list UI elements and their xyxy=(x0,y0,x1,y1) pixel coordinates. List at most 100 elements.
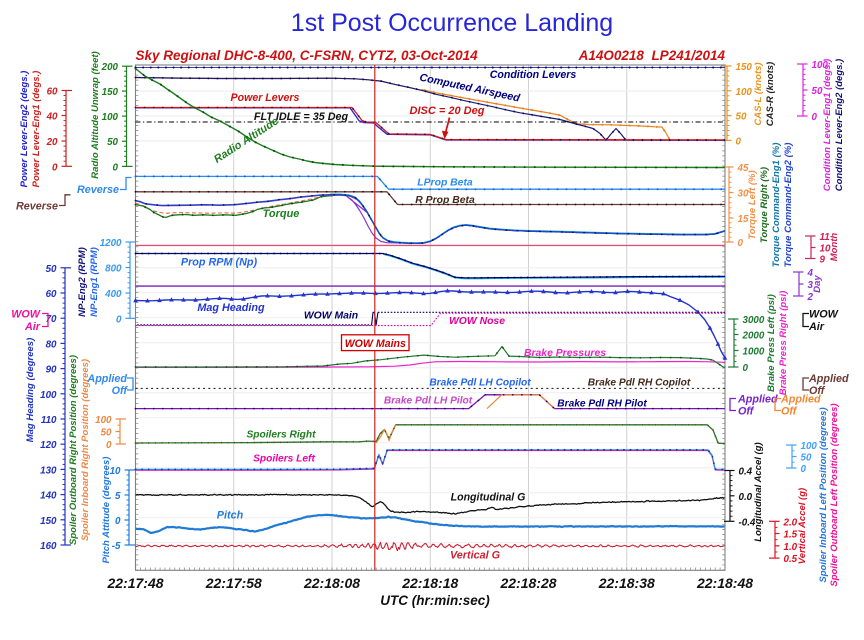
svg-text:130: 130 xyxy=(40,465,57,476)
svg-text:60: 60 xyxy=(47,87,58,98)
svg-text:WOW Nose: WOW Nose xyxy=(449,316,505,327)
svg-text:400: 400 xyxy=(104,289,122,300)
svg-text:50: 50 xyxy=(46,264,57,275)
svg-text:Air: Air xyxy=(24,321,41,333)
svg-text:Spoiler Outboard Left Position: Spoiler Outboard Left Position (degrees) xyxy=(829,403,840,586)
svg-text:Longitudinal Accel (g): Longitudinal Accel (g) xyxy=(753,442,764,541)
svg-text:100: 100 xyxy=(95,415,112,426)
svg-text:WOW: WOW xyxy=(809,309,839,321)
svg-text:10: 10 xyxy=(820,244,831,255)
svg-text:1200: 1200 xyxy=(100,238,122,249)
svg-text:50: 50 xyxy=(107,137,118,148)
svg-text:3000: 3000 xyxy=(743,315,765,326)
svg-text:0: 0 xyxy=(812,112,818,123)
svg-text:0.4: 0.4 xyxy=(739,467,753,478)
svg-text:2000: 2000 xyxy=(742,331,765,342)
svg-text:10: 10 xyxy=(110,466,121,477)
svg-text:150: 150 xyxy=(736,62,753,73)
svg-text:22:18:38: 22:18:38 xyxy=(598,575,655,591)
svg-text:Sky Regional DHC-8-400, C-FSRN: Sky Regional DHC-8-400, C-FSRN, CYTZ, 03… xyxy=(136,48,479,63)
svg-text:60: 60 xyxy=(46,289,57,300)
svg-text:Torque Command-Eng2 (%): Torque Command-Eng2 (%) xyxy=(783,143,794,268)
svg-text:22:17:58: 22:17:58 xyxy=(205,575,262,591)
svg-text:0: 0 xyxy=(113,162,119,173)
svg-text:Brake Pdl RH Copilot: Brake Pdl RH Copilot xyxy=(588,378,691,389)
svg-text:140: 140 xyxy=(40,491,57,502)
svg-text:100: 100 xyxy=(736,87,753,98)
svg-text:50: 50 xyxy=(736,112,747,123)
svg-text:Off: Off xyxy=(738,406,755,418)
svg-text:Month: Month xyxy=(829,233,840,262)
svg-text:Pitch Attitude (degrees): Pitch Attitude (degrees) xyxy=(101,457,112,564)
svg-text:CAS-R (knots): CAS-R (knots) xyxy=(765,62,776,126)
svg-text:Condition Lever-Eng2 (degs.): Condition Lever-Eng2 (degs.) xyxy=(834,59,845,191)
svg-text:1000: 1000 xyxy=(743,347,765,358)
svg-text:80: 80 xyxy=(46,339,57,350)
svg-text:Brake Pdl LH Copilot: Brake Pdl LH Copilot xyxy=(429,378,531,389)
svg-text:Applied: Applied xyxy=(86,373,127,385)
svg-text:50: 50 xyxy=(101,428,112,439)
svg-text:Pitch: Pitch xyxy=(217,510,244,522)
svg-text:2: 2 xyxy=(807,292,814,303)
svg-text:1.0: 1.0 xyxy=(784,542,798,553)
svg-text:120: 120 xyxy=(40,440,57,451)
svg-text:3: 3 xyxy=(808,280,814,291)
svg-text:Brake Pdl RH Pilot: Brake Pdl RH Pilot xyxy=(557,399,647,410)
svg-text:Off: Off xyxy=(781,406,798,418)
svg-text:0: 0 xyxy=(116,314,122,325)
svg-text:150: 150 xyxy=(102,87,119,98)
svg-text:1st Post Occurrence Landing: 1st Post Occurrence Landing xyxy=(291,9,613,37)
svg-text:90: 90 xyxy=(46,365,57,376)
svg-text:100: 100 xyxy=(801,441,818,452)
svg-text:Mag Heading (degrees): Mag Heading (degrees) xyxy=(25,338,36,443)
svg-text:11: 11 xyxy=(820,232,830,243)
svg-text:Spoiler Outboard Right Positio: Spoiler Outboard Right Position (degrees… xyxy=(68,355,79,545)
svg-text:-5: -5 xyxy=(112,541,121,552)
svg-text:Vertical Accel (g): Vertical Accel (g) xyxy=(797,488,808,564)
svg-text:0: 0 xyxy=(738,238,744,249)
svg-text:WOW: WOW xyxy=(11,309,41,321)
svg-text:Brake Pdl LH Pilot: Brake Pdl LH Pilot xyxy=(384,396,473,407)
svg-text:40: 40 xyxy=(46,112,58,123)
svg-text:Brake Pressures: Brake Pressures xyxy=(524,348,606,359)
svg-text:100: 100 xyxy=(40,390,57,401)
svg-text:Applied: Applied xyxy=(808,373,849,385)
svg-text:0: 0 xyxy=(115,516,121,527)
svg-text:R Prop Beta: R Prop Beta xyxy=(415,195,475,206)
svg-text:Air: Air xyxy=(808,321,825,333)
svg-text:Condition Levers: Condition Levers xyxy=(490,69,577,81)
svg-text:Radio Altitude Unwrap (feet): Radio Altitude Unwrap (feet) xyxy=(90,51,101,178)
svg-text:Off: Off xyxy=(112,385,129,397)
svg-text:DISC = 20 Deg: DISC = 20 Deg xyxy=(410,105,485,117)
svg-text:Reverse: Reverse xyxy=(16,201,58,213)
svg-text:200: 200 xyxy=(101,62,119,73)
svg-text:Spoilers Right: Spoilers Right xyxy=(246,430,316,441)
svg-text:Prop RPM (Np): Prop RPM (Np) xyxy=(181,257,258,269)
svg-text:160: 160 xyxy=(40,541,57,552)
svg-text:0: 0 xyxy=(106,440,112,451)
svg-text:Brake Press Left (psi): Brake Press Left (psi) xyxy=(766,294,777,392)
svg-text:Spoiler Inboard Left Position: Spoiler Inboard Left Position (degrees) xyxy=(818,407,829,582)
svg-text:800: 800 xyxy=(105,264,122,275)
svg-text:NP-Eng2 (RPM): NP-Eng2 (RPM) xyxy=(77,247,88,317)
svg-text:45: 45 xyxy=(737,163,749,174)
svg-text:22:18:28: 22:18:28 xyxy=(499,575,556,591)
svg-text:Spoiler Inboard Right Position: Spoiler Inboard Right Position (degrees) xyxy=(80,359,91,541)
svg-text:4: 4 xyxy=(807,268,814,279)
svg-text:UTC (hr:min:sec): UTC (hr:min:sec) xyxy=(380,593,490,608)
svg-text:CAS-L (knots): CAS-L (knots) xyxy=(753,62,764,125)
svg-text:LProp Beta: LProp Beta xyxy=(417,178,473,189)
svg-text:A14O0218 LP241/2014: A14O0218 LP241/2014 xyxy=(578,48,726,63)
svg-text:100: 100 xyxy=(102,112,119,123)
svg-text:50: 50 xyxy=(812,86,823,97)
svg-text:Spoilers Left: Spoilers Left xyxy=(253,454,315,465)
svg-text:Mag Heading: Mag Heading xyxy=(197,302,265,314)
svg-text:Brake Press Right (psi): Brake Press Right (psi) xyxy=(778,291,789,396)
svg-text:0: 0 xyxy=(801,464,807,475)
svg-text:30: 30 xyxy=(738,189,749,200)
svg-text:Torque Right (%): Torque Right (%) xyxy=(759,167,770,243)
svg-text:Applied: Applied xyxy=(737,394,778,406)
svg-text:0.5: 0.5 xyxy=(784,554,798,565)
svg-text:20: 20 xyxy=(46,137,58,148)
svg-text:Torque: Torque xyxy=(263,208,300,220)
